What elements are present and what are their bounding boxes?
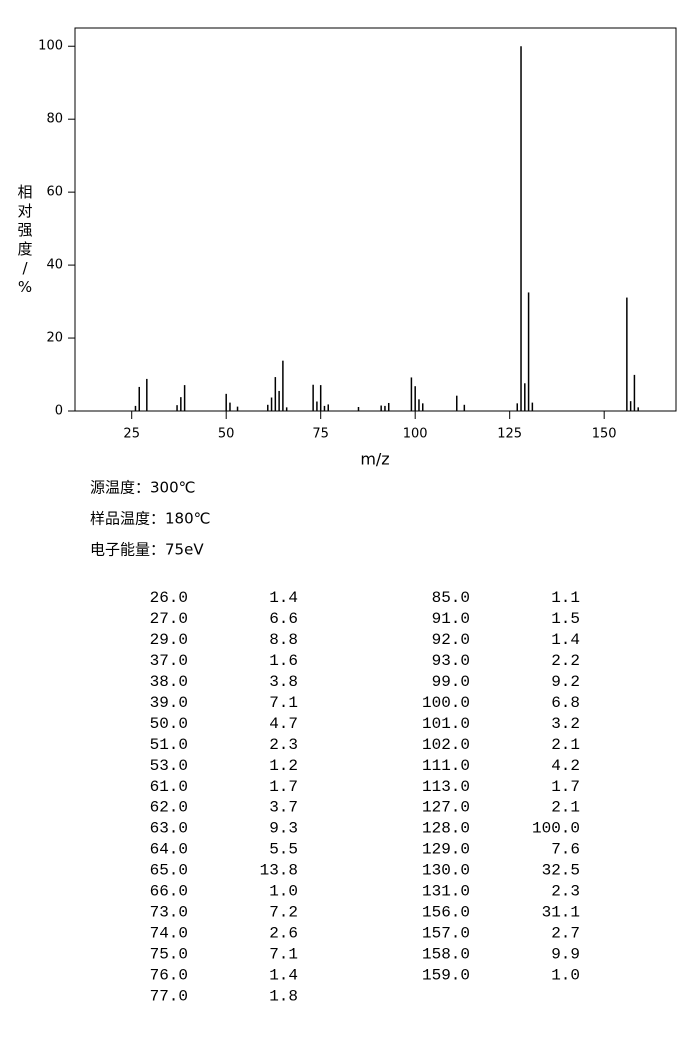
- mz-cell: 159.0: [422, 966, 470, 984]
- intensity-cell: 7.1: [269, 694, 298, 712]
- mz-cell: 113.0: [422, 778, 470, 796]
- mz-cell: 29.0: [150, 631, 188, 649]
- mz-cell: 26.0: [150, 589, 188, 607]
- mz-cell: 93.0: [432, 652, 470, 670]
- mz-cell: 75.0: [150, 945, 188, 963]
- x-axis-label: m/z: [360, 450, 389, 469]
- plot-frame: [74, 27, 677, 412]
- mz-cell: 63.0: [150, 820, 188, 838]
- y-tick-label: 0: [55, 404, 63, 419]
- mz-cell: 157.0: [422, 924, 470, 942]
- mz-cell: 111.0: [422, 757, 470, 775]
- mz-cell: 100.0: [422, 694, 470, 712]
- mz-cell: 102.0: [422, 736, 470, 754]
- mz-cell: 39.0: [150, 694, 188, 712]
- mz-cell: 156.0: [422, 903, 470, 921]
- mz-cell: 131.0: [422, 883, 470, 901]
- intensity-cell: 6.6: [269, 610, 298, 628]
- mz-cell: 74.0: [150, 924, 188, 942]
- intensity-cell: 1.0: [269, 883, 298, 901]
- intensity-cell: 2.1: [551, 799, 580, 817]
- intensity-cell: 1.6: [269, 652, 298, 670]
- y-tick-label: 20: [46, 331, 63, 346]
- intensity-cell: 3.2: [551, 715, 580, 733]
- mz-cell: 53.0: [150, 757, 188, 775]
- intensity-cell: 1.2: [269, 757, 298, 775]
- intensity-cell: 6.8: [551, 694, 580, 712]
- intensity-cell: 7.2: [269, 903, 298, 921]
- info-line: 源温度：300℃: [90, 479, 195, 497]
- intensity-cell: 1.4: [269, 966, 298, 984]
- intensity-cell: 2.3: [551, 883, 580, 901]
- mz-cell: 158.0: [422, 945, 470, 963]
- mz-cell: 27.0: [150, 610, 188, 628]
- y-axis-label: 相对强度/%: [17, 183, 32, 296]
- x-tick-label: 125: [497, 427, 522, 442]
- mz-cell: 38.0: [150, 673, 188, 691]
- intensity-cell: 2.1: [551, 736, 580, 754]
- mz-cell: 91.0: [432, 610, 470, 628]
- intensity-cell: 2.7: [551, 924, 580, 942]
- info-line: 电子能量：75eV: [90, 541, 204, 559]
- mz-cell: 50.0: [150, 715, 188, 733]
- intensity-cell: 1.4: [551, 631, 580, 649]
- mz-cell: 62.0: [150, 799, 188, 817]
- intensity-cell: 13.8: [260, 862, 298, 880]
- mz-cell: 77.0: [150, 987, 188, 1005]
- info-line: 样品温度：180℃: [90, 510, 210, 528]
- intensity-cell: 1.7: [551, 778, 580, 796]
- intensity-cell: 5.5: [269, 841, 298, 859]
- y-tick-label: 100: [38, 39, 63, 54]
- intensity-cell: 4.2: [551, 757, 580, 775]
- intensity-cell: 9.3: [269, 820, 298, 838]
- mz-cell: 85.0: [432, 589, 470, 607]
- mz-cell: 127.0: [422, 799, 470, 817]
- intensity-cell: 31.1: [542, 903, 580, 921]
- mz-cell: 129.0: [422, 841, 470, 859]
- intensity-cell: 1.4: [269, 589, 298, 607]
- intensity-cell: 7.1: [269, 945, 298, 963]
- intensity-cell: 2.2: [551, 652, 580, 670]
- y-tick-label: 40: [46, 258, 63, 273]
- mz-cell: 37.0: [150, 652, 188, 670]
- intensity-cell: 100.0: [532, 820, 580, 838]
- intensity-cell: 7.6: [551, 841, 580, 859]
- intensity-cell: 4.7: [269, 715, 298, 733]
- intensity-cell: 1.5: [551, 610, 580, 628]
- intensity-cell: 3.7: [269, 799, 298, 817]
- mz-cell: 101.0: [422, 715, 470, 733]
- mz-cell: 66.0: [150, 883, 188, 901]
- mz-cell: 64.0: [150, 841, 188, 859]
- mz-cell: 99.0: [432, 673, 470, 691]
- x-tick-label: 75: [312, 427, 329, 442]
- intensity-cell: 1.1: [551, 589, 580, 607]
- x-tick-label: 50: [218, 427, 235, 442]
- mz-cell: 76.0: [150, 966, 188, 984]
- intensity-cell: 9.2: [551, 673, 580, 691]
- intensity-cell: 1.0: [551, 966, 580, 984]
- x-tick-label: 100: [403, 427, 428, 442]
- mz-cell: 130.0: [422, 862, 470, 880]
- x-tick-label: 150: [592, 427, 617, 442]
- intensity-cell: 9.9: [551, 945, 580, 963]
- intensity-cell: 1.8: [269, 987, 298, 1005]
- mz-cell: 65.0: [150, 862, 188, 880]
- intensity-cell: 2.6: [269, 924, 298, 942]
- y-tick-label: 60: [46, 185, 63, 200]
- x-tick-label: 25: [123, 427, 140, 442]
- mz-cell: 61.0: [150, 778, 188, 796]
- intensity-cell: 3.8: [269, 673, 298, 691]
- mz-cell: 128.0: [422, 820, 470, 838]
- y-tick-label: 80: [46, 112, 63, 127]
- intensity-cell: 2.3: [269, 736, 298, 754]
- mz-cell: 92.0: [432, 631, 470, 649]
- intensity-cell: 8.8: [269, 631, 298, 649]
- mz-cell: 51.0: [150, 736, 188, 754]
- mz-cell: 73.0: [150, 903, 188, 921]
- intensity-cell: 32.5: [542, 862, 580, 880]
- intensity-cell: 1.7: [269, 778, 298, 796]
